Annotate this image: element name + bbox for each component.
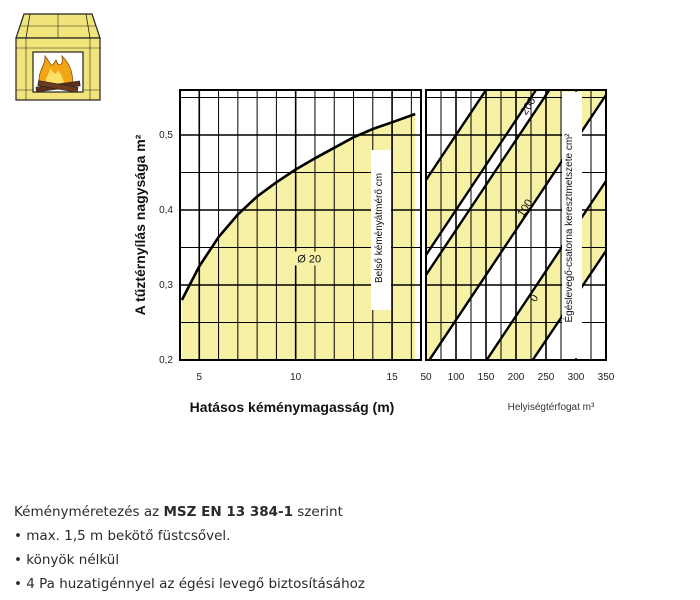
x-tick-label: 50 bbox=[420, 372, 432, 383]
series-line-d20 bbox=[180, 112, 416, 301]
annotation-bg bbox=[291, 251, 328, 266]
standard-code: MSZ EN 13 384-1 bbox=[163, 504, 294, 520]
band-edge-line bbox=[426, 90, 538, 256]
caption: Kéményméretezés az MSZ EN 13 384-1 szeri… bbox=[14, 500, 365, 596]
x-tick-label: 200 bbox=[508, 372, 525, 383]
x-tick-label: 5 bbox=[196, 372, 202, 383]
caption-bullet: • max. 1,5 m bekötő füstcsővel. bbox=[14, 528, 231, 544]
x-tick-label: 150 bbox=[478, 372, 495, 383]
caption-bullet: • könyök nélkül bbox=[14, 552, 120, 568]
x-tick-label: 250 bbox=[538, 372, 555, 383]
right-y-axis-label: Égéslevegő-csatorna keresztmetszete cm² bbox=[562, 133, 575, 323]
inner-diameter-label: Belső kéményátmérő cm bbox=[374, 173, 385, 283]
x-tick-label: 300 bbox=[568, 372, 585, 383]
right-x-axis-label: Helyiségtérfogat m³ bbox=[508, 402, 595, 413]
caption-bullet: • 4 Pa huzatigénnyel az égési levegő biz… bbox=[14, 576, 365, 592]
band-edge-line bbox=[426, 90, 488, 181]
x-tick-label: 15 bbox=[387, 372, 399, 383]
band-edge-line bbox=[485, 178, 606, 360]
y-axis-label: A tűztérnyílás nagysága m² bbox=[132, 134, 148, 315]
y-tick-label: 0,2 bbox=[159, 355, 173, 366]
band-label: 0 bbox=[528, 293, 541, 305]
x-tick-label: 10 bbox=[290, 372, 302, 383]
x-axis-label: Hatásos kéménymagasság (m) bbox=[190, 399, 395, 415]
right-plot-area bbox=[426, 90, 606, 360]
area-fill bbox=[181, 114, 416, 360]
label-strip bbox=[371, 150, 391, 310]
y-tick-label: 0,3 bbox=[159, 280, 173, 291]
label-strip bbox=[562, 92, 582, 358]
series-annotation: Ø 20 bbox=[297, 254, 321, 266]
y-tick-label: 0,4 bbox=[159, 205, 173, 216]
x-tick-label: 100 bbox=[448, 372, 465, 383]
band-edge-line bbox=[427, 92, 606, 360]
plot-frame bbox=[179, 89, 422, 361]
plot-frame bbox=[425, 89, 607, 361]
fireplace-icon bbox=[15, 13, 101, 101]
y-tick-label: 0,5 bbox=[159, 130, 173, 141]
band-edge-line bbox=[426, 90, 551, 276]
caption-lead: Kéményméretezés az MSZ EN 13 384-1 szeri… bbox=[14, 504, 343, 520]
x-tick-label: 350 bbox=[598, 372, 615, 383]
